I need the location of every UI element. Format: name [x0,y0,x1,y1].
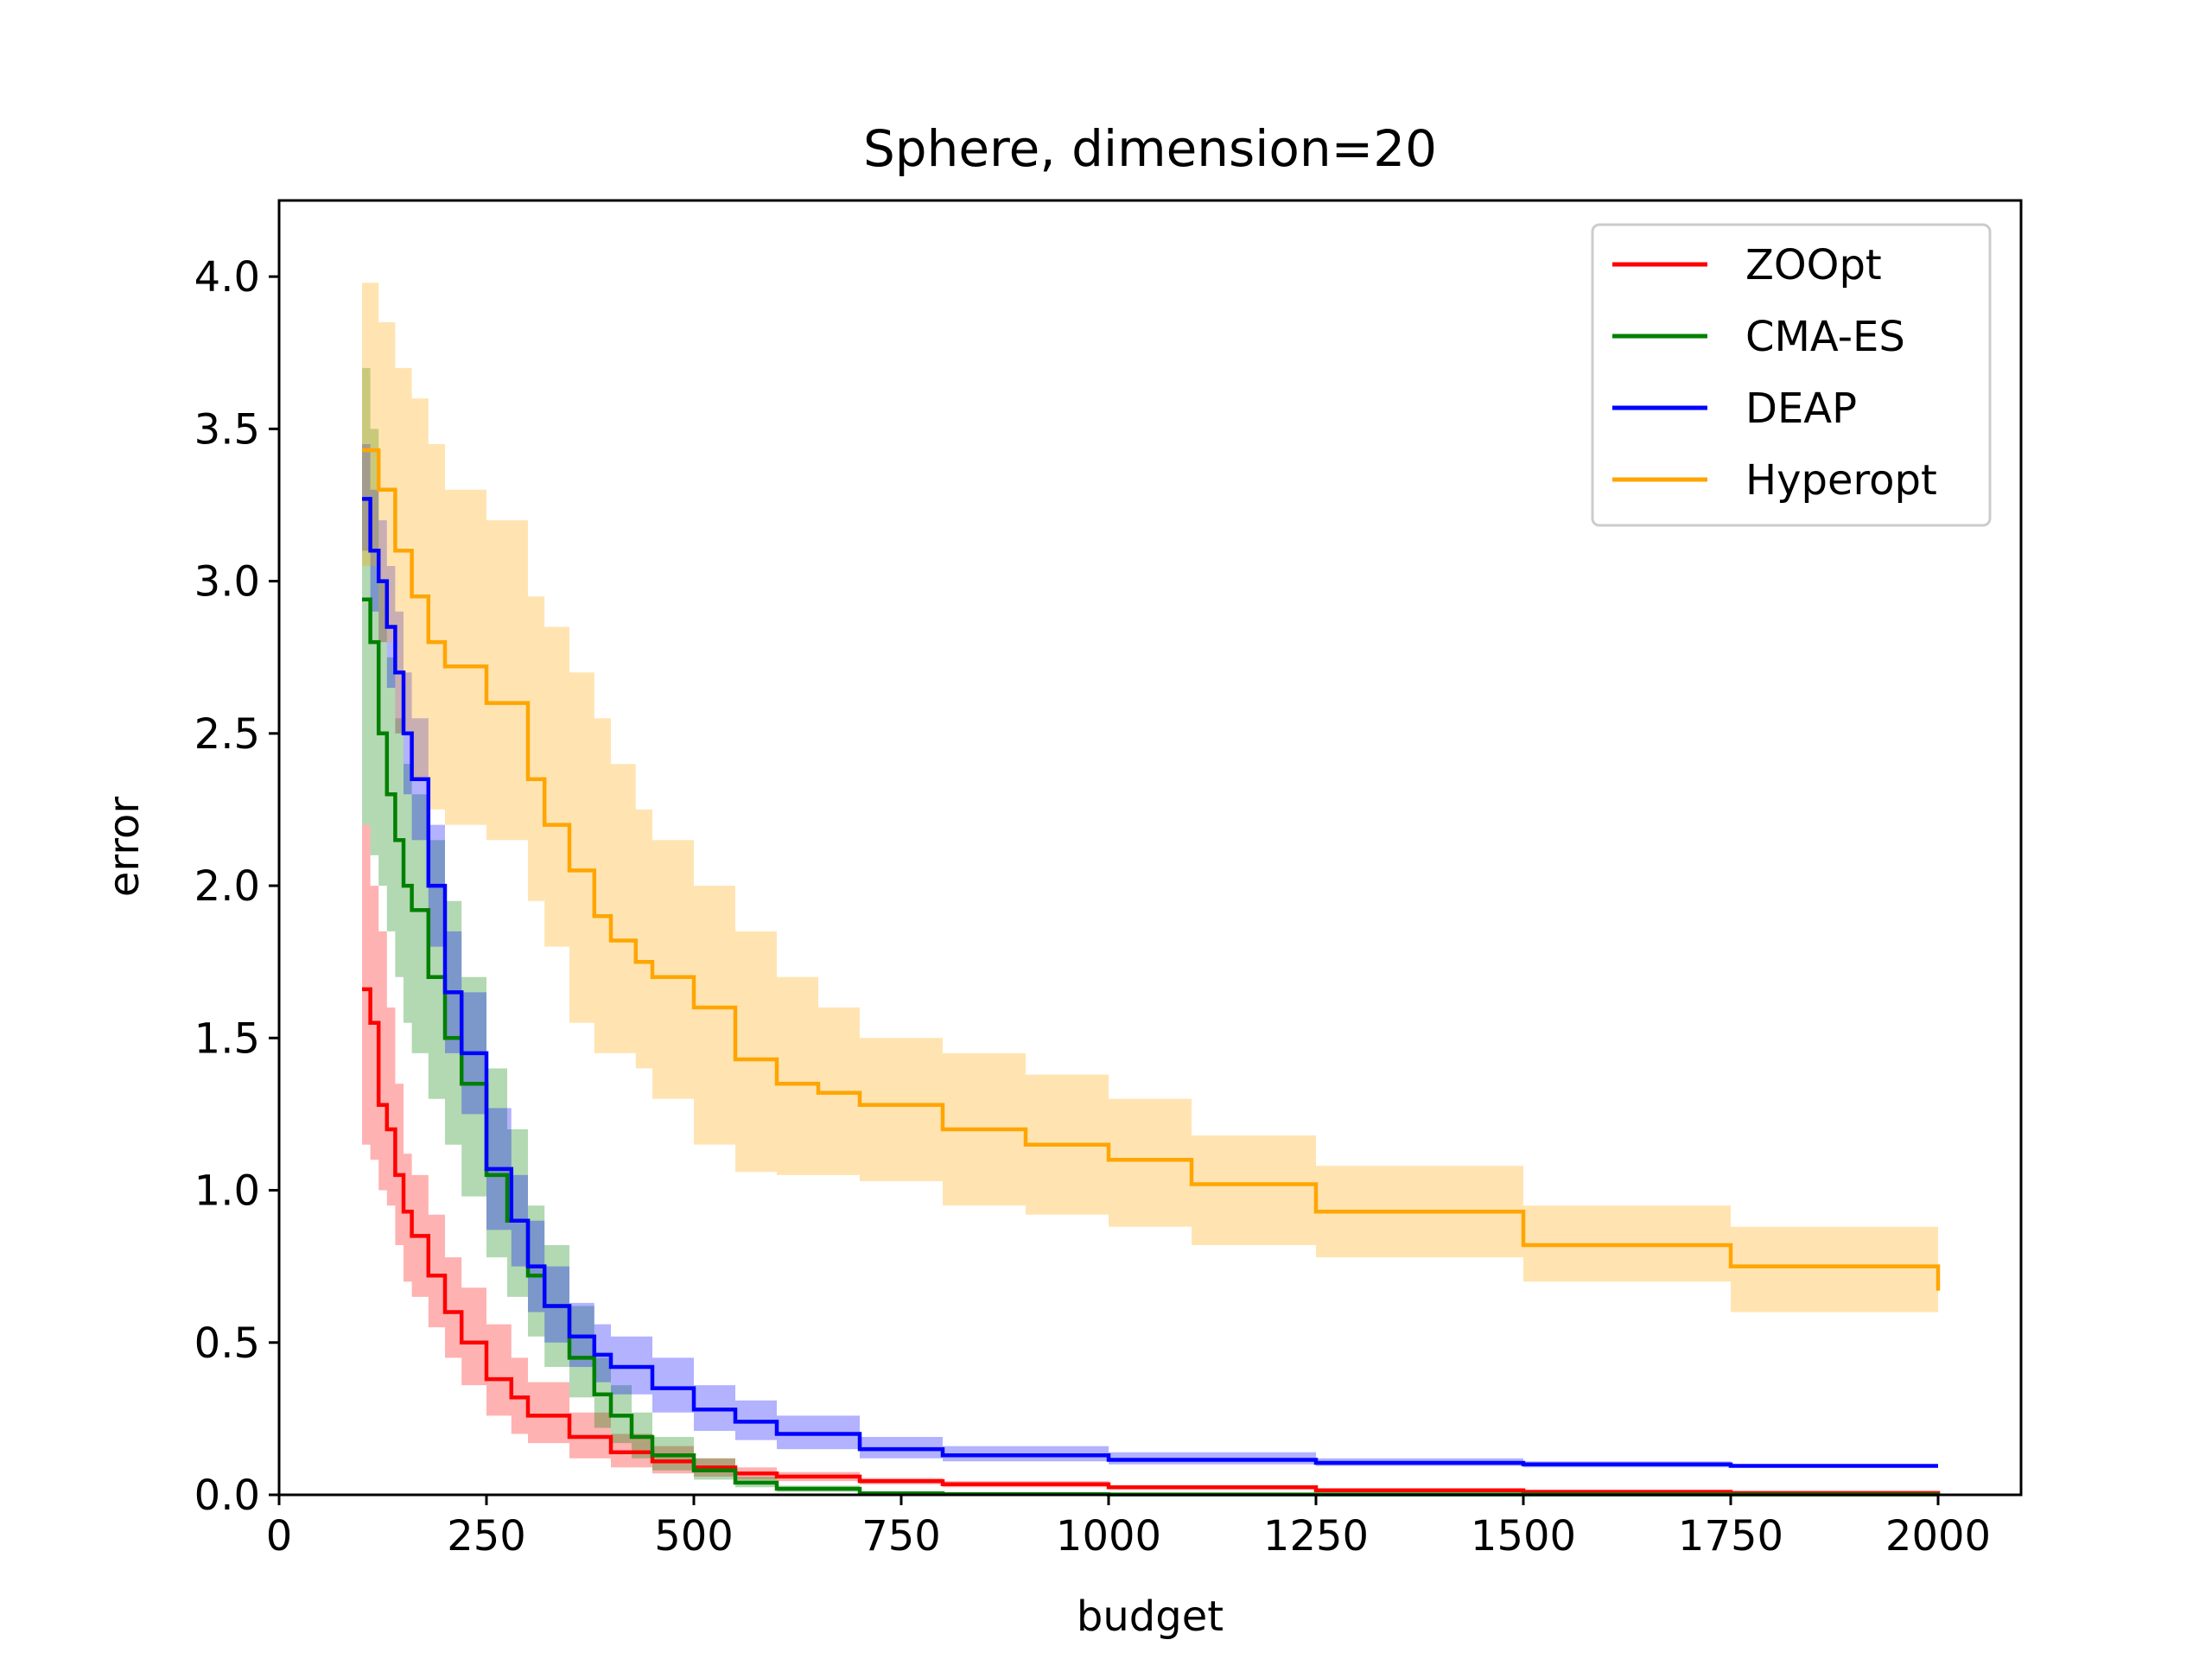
legend-label: ZOOpt [1745,241,1882,289]
y-tick-label: 3.5 [194,405,260,454]
plot-area-frame [277,199,2023,1497]
series-lines [362,448,1941,1497]
x-tick-label: 750 [861,1512,941,1560]
y-tick-label: 4.0 [194,253,260,302]
y-tick-label: 0.5 [194,1319,260,1368]
x-tick-label: 500 [654,1512,734,1560]
x-tick-label: 2000 [1885,1512,1991,1560]
y-tick-label: 1.0 [194,1167,260,1216]
legend-items: ZOOpt CMA-ES DEAP Hyperopt [1612,241,1937,505]
band-hyperopt [362,283,1938,1331]
x-tick-label: 1250 [1263,1512,1369,1560]
x-tick-label: 1750 [1678,1512,1783,1560]
x-tick-label: 1500 [1471,1512,1576,1560]
y-tick-label: 2.0 [194,862,260,911]
chart-title: Sphere, dimension=20 [863,119,1437,178]
band-zoopt [362,824,1938,1495]
x-axis-ticks: 0 250 500 750 1000 1250 1500 1750 2000 [266,1495,1991,1560]
line-hyperopt [362,448,1941,1291]
confidence-bands [362,283,1938,1495]
y-axis-ticks: 0.0 0.5 1.0 1.5 2.0 2.5 3.0 3.5 4.0 [194,253,279,1520]
line-zoopt [362,987,1941,1496]
y-tick-label: 0.0 [194,1471,260,1520]
legend-item-deap: DEAP [1612,385,1857,433]
y-axis-label: error [100,797,149,897]
legend-item-zoopt: ZOOpt [1612,241,1882,289]
line-deap [362,497,1938,1468]
legend-label: Hyperopt [1745,456,1937,505]
legend-item-cma-es: CMA-ES [1612,313,1905,361]
x-axis-label: budget [1077,1592,1224,1641]
y-tick-label: 2.5 [194,710,260,759]
x-tick-label: 0 [266,1512,293,1560]
legend-item-hyperopt: Hyperopt [1612,456,1937,505]
x-tick-label: 250 [447,1512,526,1560]
x-tick-label: 1000 [1056,1512,1161,1560]
legend-box [1591,223,1992,527]
legend-label: DEAP [1745,385,1857,433]
legend: ZOOpt CMA-ES DEAP Hyperopt [1591,223,1992,527]
y-tick-label: 1.5 [194,1014,260,1063]
y-tick-label: 3.0 [194,558,260,607]
legend-label: CMA-ES [1745,313,1905,361]
